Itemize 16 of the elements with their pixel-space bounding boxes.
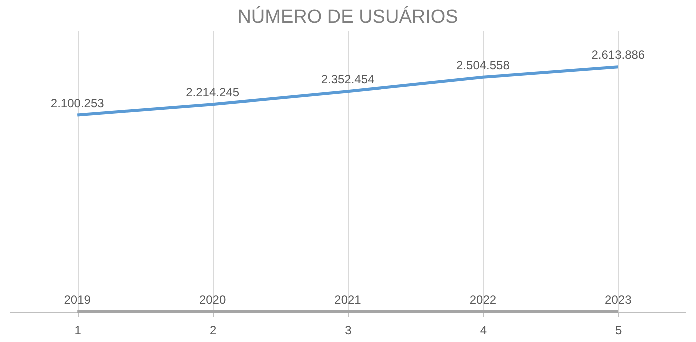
data-label: 2020 <box>199 292 226 307</box>
chart-title: NÚMERO DE USUÁRIOS <box>238 6 458 28</box>
data-label: 2022 <box>470 292 497 307</box>
data-label: 2.214.245 <box>186 86 240 100</box>
data-label: 2021 <box>334 292 362 307</box>
data-label: 2019 <box>64 292 92 307</box>
data-label: 2.100.253 <box>50 96 105 110</box>
x-tick-label: 5 <box>616 324 623 338</box>
x-tick-label: 1 <box>74 324 82 338</box>
data-label: 2.613.886 <box>592 48 646 62</box>
data-label: 2.352.454 <box>321 72 376 87</box>
x-tick-label: 4 <box>480 324 488 338</box>
x-tick-label: 2 <box>210 324 217 338</box>
data-label: 2023 <box>605 292 632 307</box>
x-tick-label: 3 <box>345 324 352 338</box>
data-label: 2.504.558 <box>456 58 510 72</box>
